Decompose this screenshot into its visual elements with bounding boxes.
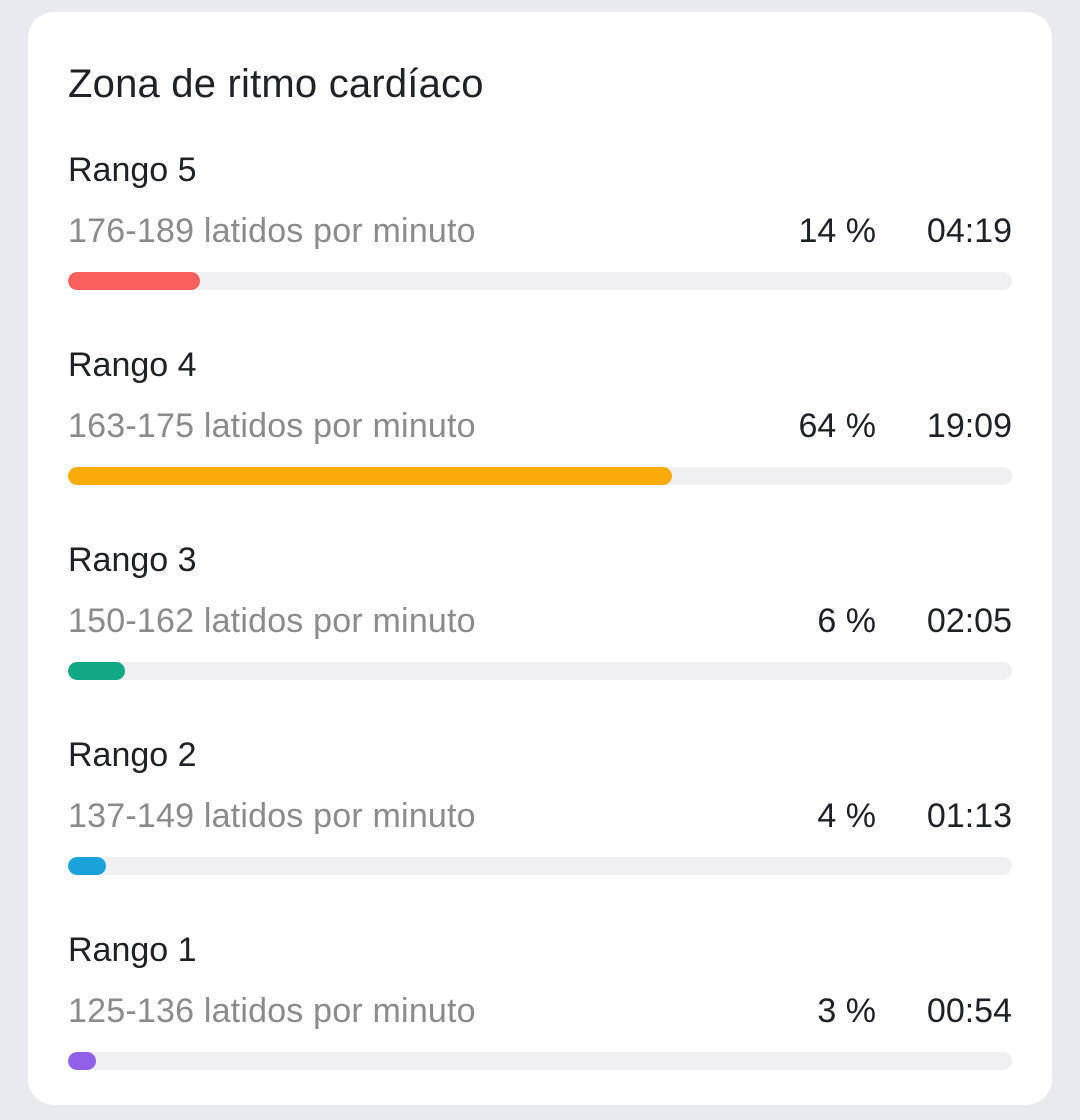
zone-range-label: 125-136 latidos por minuto: [68, 992, 476, 1030]
zone-percent: 14 %: [798, 212, 877, 250]
zone-bar-track: [68, 467, 1012, 485]
zones-list: Rango 5 176-189 latidos por minuto 14 % …: [68, 148, 1012, 1070]
zone-bar-fill: [68, 857, 106, 875]
zone-bar-fill: [68, 1052, 97, 1070]
zone-subrow: 163-175 latidos por minuto 64 % 19:09: [68, 404, 1012, 448]
zone-name: Rango 2: [68, 736, 197, 774]
zone-time: 04:19: [926, 212, 1012, 250]
zone-time: 19:09: [926, 407, 1012, 445]
zone-row: Rango 4 163-175 latidos por minuto 64 % …: [68, 343, 1012, 485]
zone-subrow: 176-189 latidos por minuto 14 % 04:19: [68, 209, 1012, 253]
zone-stats: 4 % 01:13: [766, 794, 1012, 838]
zone-bar-fill: [68, 467, 673, 485]
zone-name: Rango 5: [68, 151, 197, 189]
zone-subrow: 137-149 latidos por minuto 4 % 01:13: [68, 794, 1012, 838]
zone-name: Rango 3: [68, 541, 197, 579]
zone-bar-fill: [68, 662, 125, 680]
zone-stats: 3 % 00:54: [766, 989, 1012, 1033]
zone-percent: 4 %: [817, 797, 876, 835]
zone-name: Rango 4: [68, 346, 197, 384]
zone-stats: 6 % 02:05: [766, 599, 1012, 643]
zone-subrow: 125-136 latidos por minuto 3 % 00:54: [68, 989, 1012, 1033]
zone-range-label: 137-149 latidos por minuto: [68, 797, 476, 835]
zone-bar-track: [68, 272, 1012, 290]
zone-stats: 64 % 19:09: [766, 404, 1013, 448]
zone-stats: 14 % 04:19: [766, 209, 1013, 253]
zone-bar-track: [68, 857, 1012, 875]
card-title: Zona de ritmo cardíaco: [68, 62, 484, 106]
zone-bar-fill: [68, 272, 201, 290]
zone-subrow: 150-162 latidos por minuto 6 % 02:05: [68, 599, 1012, 643]
zone-row: Rango 2 137-149 latidos por minuto 4 % 0…: [68, 733, 1012, 875]
zone-range-label: 176-189 latidos por minuto: [68, 212, 476, 250]
zone-percent: 64 %: [798, 407, 877, 445]
zone-time: 01:13: [926, 797, 1012, 835]
zone-bar-track: [68, 1052, 1012, 1070]
zone-row: Rango 3 150-162 latidos por minuto 6 % 0…: [68, 538, 1012, 680]
zone-time: 02:05: [926, 602, 1012, 640]
zone-name: Rango 1: [68, 931, 197, 969]
zone-bar-track: [68, 662, 1012, 680]
zone-range-label: 150-162 latidos por minuto: [68, 602, 476, 640]
zone-percent: 6 %: [817, 602, 876, 640]
heart-rate-zone-card: Zona de ritmo cardíaco Rango 5 176-189 l…: [28, 12, 1052, 1105]
zone-row: Rango 5 176-189 latidos por minuto 14 % …: [68, 148, 1012, 290]
zone-row: Rango 1 125-136 latidos por minuto 3 % 0…: [68, 928, 1012, 1070]
zone-time: 00:54: [926, 992, 1012, 1030]
zone-percent: 3 %: [817, 992, 876, 1030]
zone-range-label: 163-175 latidos por minuto: [68, 407, 476, 445]
